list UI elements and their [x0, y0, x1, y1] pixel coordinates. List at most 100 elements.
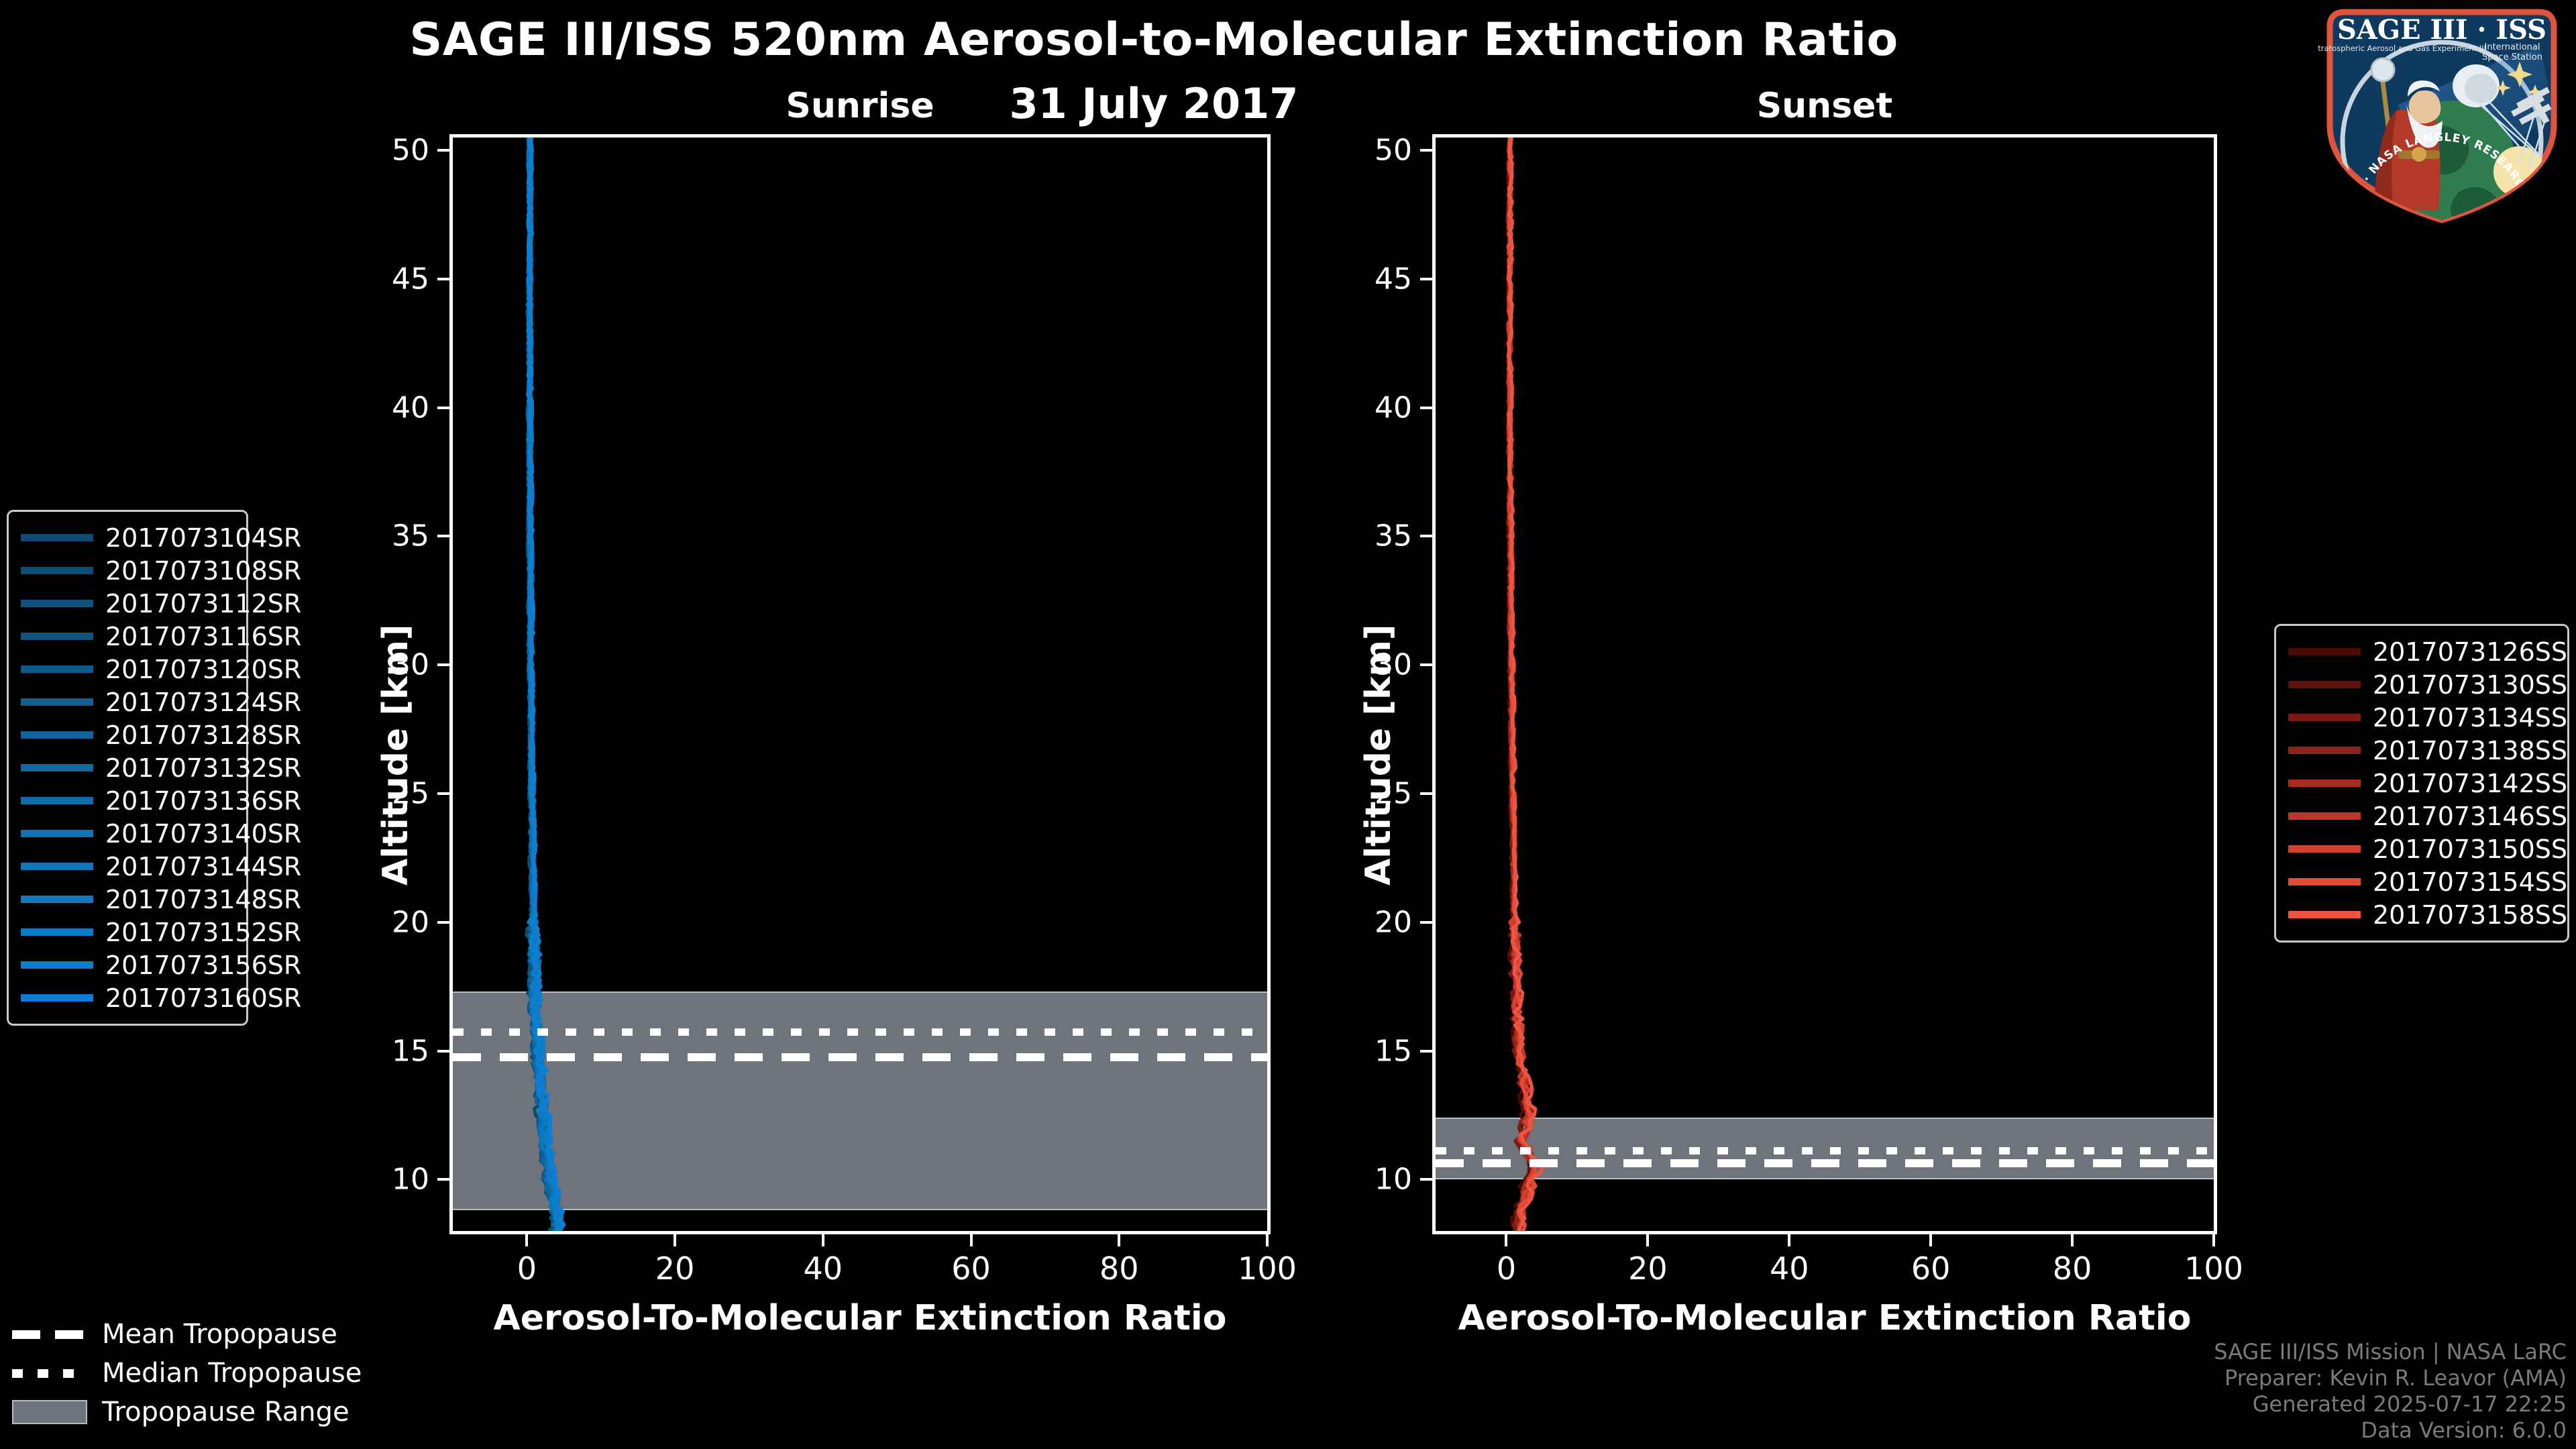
- y-axis-tick-label: 10: [1375, 1162, 1412, 1197]
- y-axis-tick: [1420, 535, 1432, 538]
- y-axis-tick: [437, 535, 449, 538]
- sunset-legend: 2017073126SS 2017073130SS 2017073134SS 2017…: [2274, 624, 2569, 943]
- sunrise-legend-item[interactable]: 2017073116SR: [21, 620, 301, 653]
- sunrise-legend-label: 2017073112SR: [105, 588, 302, 619]
- y-axis-tick-label: 45: [1375, 262, 1412, 297]
- legend-color-swatch-icon: [21, 830, 93, 837]
- sunrise-legend-label: 2017073104SR: [105, 523, 302, 553]
- x-axis-tick: [1118, 1234, 1121, 1246]
- tropopause-legend: Mean Tropopause Median Tropopause Tropop…: [12, 1315, 374, 1432]
- x-axis-tick: [674, 1234, 677, 1246]
- dashed-line-icon: [12, 1330, 87, 1339]
- sunrise-legend-item[interactable]: 2017073152SR: [21, 916, 301, 949]
- sunset-legend-item[interactable]: 2017073134SS: [2288, 701, 2567, 734]
- x-axis-tick-label: 20: [1628, 1250, 1668, 1287]
- date-subtitle: 31 July 2017: [1009, 79, 1299, 128]
- logo-title: SAGE III · ISS: [2337, 14, 2546, 46]
- sunset-legend-item[interactable]: 2017073146SS: [2288, 800, 2567, 833]
- sunrise-legend-item[interactable]: 2017073120SR: [21, 653, 301, 686]
- y-axis-tick: [437, 792, 449, 795]
- y-axis-tick-label: 30: [1375, 647, 1412, 682]
- sunset-legend-item[interactable]: 2017073130SS: [2288, 668, 2567, 701]
- y-axis-tick: [437, 1049, 449, 1053]
- legend-color-swatch-icon: [21, 994, 93, 1002]
- y-axis-tick: [1420, 277, 1432, 280]
- sunrise-legend-item[interactable]: 2017073104SR: [21, 521, 301, 554]
- y-axis-tick-label: 40: [1375, 390, 1412, 425]
- sunrise-legend-item[interactable]: 2017073108SR: [21, 554, 301, 587]
- sunrise-legend-item[interactable]: 2017073148SR: [21, 883, 301, 916]
- x-axis-tick-label: 100: [1238, 1250, 1297, 1287]
- sunset-legend-item[interactable]: 2017073154SS: [2288, 865, 2567, 898]
- credits-block: SAGE III/ISS Mission | NASA LaRC Prepare…: [2214, 1339, 2567, 1444]
- y-axis-tick-label: 35: [392, 519, 429, 553]
- y-axis-tick-label: 25: [392, 776, 429, 811]
- x-axis-tick-label: 60: [951, 1250, 991, 1287]
- sunrise-legend-label: 2017073152SR: [105, 917, 302, 947]
- mean-tropopause-line: [453, 1053, 1267, 1062]
- sunset-legend-label: 2017073154SS: [2373, 867, 2568, 897]
- y-axis-tick: [1420, 406, 1432, 409]
- sunrise-legend-label: 2017073136SR: [105, 786, 302, 816]
- sunrise-legend-item[interactable]: 2017073144SR: [21, 850, 301, 883]
- left-panel-title: Sunrise: [786, 86, 934, 126]
- sunrise-legend-item[interactable]: 2017073140SR: [21, 817, 301, 850]
- y-axis-tick: [1420, 920, 1432, 924]
- sunrise-legend-label: 2017073156SR: [105, 950, 302, 980]
- sunrise-legend: 2017073104SR 2017073108SR 2017073112SR 2017…: [7, 510, 301, 1026]
- legend-color-swatch-icon: [21, 896, 93, 903]
- sunrise-legend-label: 2017073120SR: [105, 654, 302, 684]
- x-axis-tick: [1929, 1234, 1933, 1246]
- sunrise-legend-label: 2017073148SR: [105, 884, 302, 914]
- legend-color-swatch-icon: [21, 633, 93, 640]
- left-y-axis-title: Altitude [km]: [376, 624, 416, 885]
- y-axis-tick-label: 20: [392, 905, 429, 940]
- sunrise-legend-label: 2017073132SR: [105, 753, 302, 783]
- x-axis-tick: [821, 1234, 824, 1246]
- y-axis-tick: [437, 1178, 449, 1181]
- sunrise-legend-item[interactable]: 2017073156SR: [21, 949, 301, 981]
- y-axis-tick: [437, 406, 449, 409]
- y-axis-tick: [1420, 1178, 1432, 1181]
- legend-color-swatch-icon: [2288, 681, 2361, 688]
- sunrise-legend-label: 2017073160SR: [105, 983, 302, 1013]
- sunset-legend-label: 2017073142SS: [2373, 768, 2568, 798]
- y-axis-tick: [437, 920, 449, 924]
- sunset-legend-label: 2017073146SS: [2373, 801, 2568, 831]
- sunrise-legend-item[interactable]: 2017073112SR: [21, 587, 301, 620]
- logo-subtitle-right-1: International: [2485, 42, 2540, 52]
- legend-color-swatch-icon: [2288, 845, 2361, 853]
- right-x-axis-title: Aerosol-To-Molecular Extinction Ratio: [1458, 1298, 2192, 1338]
- sunrise-legend-label: 2017073116SR: [105, 621, 302, 651]
- sunset-legend-label: 2017073130SS: [2373, 669, 2568, 700]
- sunset-legend-item[interactable]: 2017073150SS: [2288, 833, 2567, 865]
- legend-color-swatch-icon: [2288, 747, 2361, 754]
- legend-color-swatch-icon: [21, 698, 93, 706]
- sunset-legend-item[interactable]: 2017073142SS: [2288, 767, 2567, 800]
- y-axis-tick-label: 15: [1375, 1034, 1412, 1069]
- sunrise-legend-item[interactable]: 2017073136SR: [21, 784, 301, 817]
- credits-preparer: Preparer: Kevin R. Leavor (AMA): [2224, 1364, 2567, 1391]
- sunset-plot-panel: [1432, 134, 2217, 1234]
- profile-line: [1509, 138, 1543, 1231]
- x-axis-tick: [525, 1234, 529, 1246]
- sunrise-legend-label: 2017073128SR: [105, 720, 302, 750]
- legend-color-swatch-icon: [21, 961, 93, 969]
- legend-label-median-tropopause: Median Tropopause: [102, 1358, 362, 1389]
- x-axis-tick: [2071, 1234, 2074, 1246]
- sunrise-legend-item[interactable]: 2017073160SR: [21, 981, 301, 1014]
- sunrise-legend-item[interactable]: 2017073128SR: [21, 718, 301, 751]
- sunset-legend-item[interactable]: 2017073138SS: [2288, 734, 2567, 767]
- sunrise-legend-label: 2017073144SR: [105, 851, 302, 881]
- legend-color-swatch-icon: [2288, 812, 2361, 820]
- sunset-legend-item[interactable]: 2017073158SS: [2288, 898, 2567, 931]
- sunrise-legend-item[interactable]: 2017073132SR: [21, 751, 301, 784]
- legend-label-mean-tropopause: Mean Tropopause: [102, 1319, 337, 1350]
- sunset-legend-label: 2017073126SS: [2373, 637, 2568, 667]
- y-axis-tick-label: 15: [392, 1034, 429, 1069]
- sunset-legend-item[interactable]: 2017073126SS: [2288, 635, 2567, 668]
- profile-curves: [1436, 138, 2214, 1231]
- sunrise-legend-item[interactable]: 2017073124SR: [21, 686, 301, 718]
- x-axis-tick-label: 40: [1769, 1250, 1809, 1287]
- legend-color-swatch-icon: [2288, 911, 2361, 918]
